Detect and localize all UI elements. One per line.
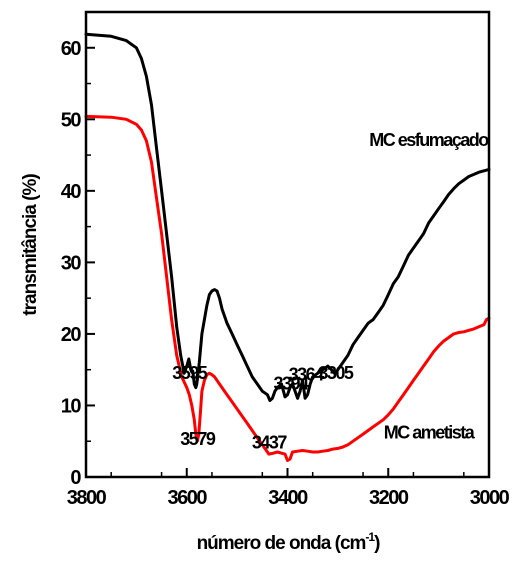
series-label: MC esfumaçado	[369, 130, 489, 150]
series-line-2	[84, 114, 491, 462]
y-tick-label: 20	[61, 324, 82, 346]
peak-label: 3437	[252, 432, 288, 452]
peak-label: 3595	[172, 363, 208, 383]
x-axis-title: número de onda (cm-1)	[197, 530, 381, 554]
y-tick-label: 30	[61, 252, 82, 274]
series-label: MC ametista	[384, 422, 476, 442]
x-axis-title-close: )	[374, 533, 380, 554]
x-tick-label: 3600	[168, 487, 208, 509]
ticks: 3800 3600 3400 3200 3000 0 10 20 30 40 50 60	[61, 38, 511, 509]
x-tick-label: 3000	[470, 487, 510, 509]
peak-label: 3579	[180, 429, 216, 449]
x-tick-label: 3800	[67, 487, 107, 509]
peak-label: 3305	[318, 363, 354, 383]
y-tick-label: 60	[61, 38, 82, 60]
x-tick-label: 3400	[268, 487, 308, 509]
y-axis-title: transmitância (%)	[20, 174, 41, 316]
peak-label: 3394	[273, 374, 309, 394]
x-axis-title-superscript: -1	[365, 530, 375, 544]
plot-lines	[84, 32, 491, 462]
x-tick-label: 3200	[369, 487, 409, 509]
y-tick-label: 50	[61, 109, 82, 131]
y-tick-label: 0	[70, 467, 81, 489]
y-tick-label: 40	[61, 181, 82, 203]
x-axis-title-main: número de onda (cm	[197, 533, 366, 554]
peak-label: 3364	[289, 364, 325, 384]
series-line-1	[84, 32, 491, 402]
y-tick-label: 10	[61, 395, 82, 417]
